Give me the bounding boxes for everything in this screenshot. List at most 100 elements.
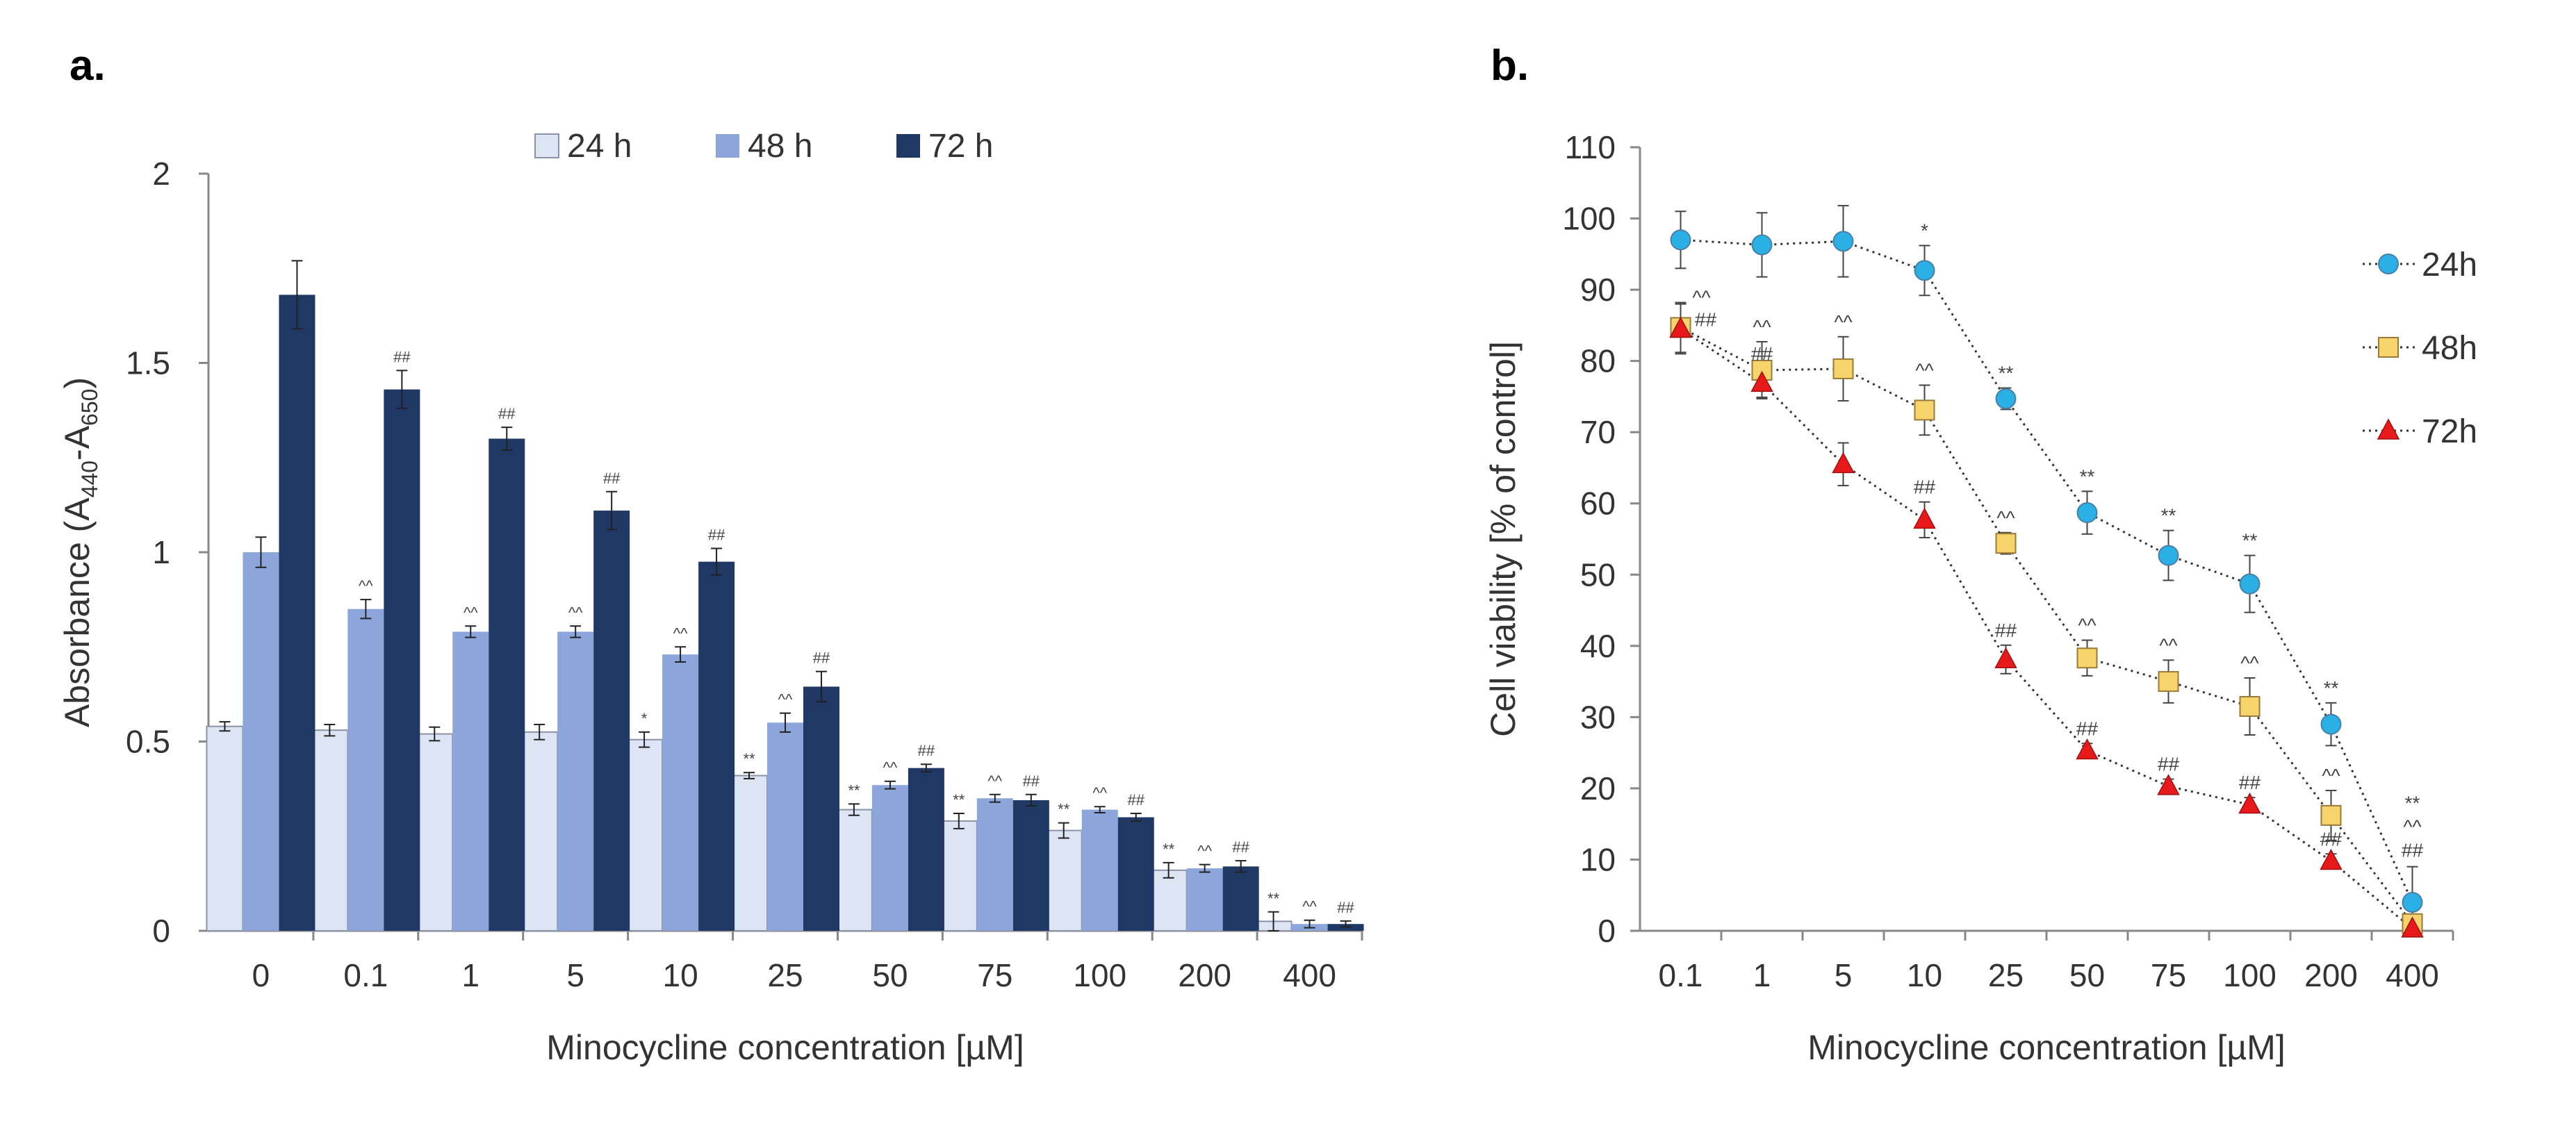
data-point <box>1832 452 1855 474</box>
data-point <box>2320 804 2342 826</box>
bar <box>1012 800 1049 931</box>
data-point <box>2320 848 2343 870</box>
legend-label: 48h <box>2422 330 2477 367</box>
bar <box>803 686 839 931</box>
panel-b-x-ticks: 0.1 1 5 10 25 50 75 100 200 400 <box>1659 931 2454 993</box>
panel-a-x-tick-label: 200 <box>1178 957 1231 993</box>
panel-b-y-tick-label: 50 <box>1580 556 1616 593</box>
significance-marker: ^^ <box>568 604 583 621</box>
significance-marker: ^^ <box>1302 898 1317 916</box>
significance-marker: ## <box>2320 828 2343 850</box>
bar <box>767 722 803 931</box>
data-point <box>1994 647 2017 669</box>
data-point <box>2239 573 2261 595</box>
legend-swatch <box>716 134 739 158</box>
legend-swatch <box>896 134 920 158</box>
data-point <box>2076 502 2098 524</box>
bar <box>662 654 699 931</box>
significance-marker: ** <box>1058 801 1070 818</box>
data-point <box>1832 358 1854 379</box>
bar <box>1081 809 1118 931</box>
panel-a-x-tick-label: 0 <box>252 957 270 993</box>
panel-a-x-tick-label: 50 <box>872 957 908 993</box>
significance-marker: ** <box>1999 363 2014 384</box>
significance-marker: ^^ <box>1692 286 1710 308</box>
legend-marker <box>2377 418 2400 440</box>
data-point <box>1832 231 1854 252</box>
significance-marker: ** <box>1268 890 1280 907</box>
significance-marker: ^^ <box>2159 634 2177 656</box>
significance-marker: ^^ <box>2078 615 2096 636</box>
panel-b-y-tick-label: 110 <box>1565 129 1616 165</box>
data-point <box>1914 399 1935 421</box>
bar <box>593 511 630 931</box>
panel-b-y-tick-label: 30 <box>1580 699 1616 735</box>
panel-a-y-tick-label: 1.5 <box>126 345 170 381</box>
legend-label: 48 h <box>748 128 812 165</box>
panel-a-x-tick-label: 1 <box>461 957 479 993</box>
data-point <box>1914 260 1935 281</box>
data-point <box>2238 792 2261 814</box>
significance-marker: ## <box>2076 718 2099 739</box>
panel-b-x-tick-label: 0.1 <box>1659 957 1703 993</box>
panel-b-y-tick-label: 60 <box>1580 486 1616 522</box>
significance-marker: ^^ <box>673 624 688 642</box>
legend-label: 24h <box>2422 247 2477 283</box>
significance-marker: ^^ <box>987 772 1002 790</box>
data-point <box>1670 229 1691 251</box>
data-point <box>2320 713 2342 735</box>
panel-a-x-tick-label: 400 <box>1283 957 1336 993</box>
panel-a-x-ticks: 0 0.1 1 5 10 25 50 75 100 200 400 <box>252 931 1363 993</box>
panel-a-y-tick-label: 2 <box>152 156 170 192</box>
legend-marker <box>2378 337 2399 358</box>
significance-marker: ** <box>953 791 965 809</box>
data-point <box>2402 891 2423 913</box>
legend-marker <box>2378 254 2399 274</box>
bar <box>835 809 873 932</box>
panel-b-x-tick-label: 10 <box>1907 957 1942 993</box>
significance-marker: ## <box>498 405 516 422</box>
panel-b-x-tick-label: 200 <box>2304 957 2358 993</box>
bar <box>698 561 735 931</box>
bar <box>557 631 594 931</box>
panel-b-y-tick-label: 40 <box>1580 628 1616 664</box>
significance-marker: * <box>641 710 648 727</box>
panel-b-y-ticks: 0 10 20 30 40 50 60 70 80 90 100 110 <box>1562 129 1640 949</box>
bar <box>279 295 315 931</box>
significance-marker: ## <box>603 470 621 487</box>
legend-label: 72 h <box>928 128 993 165</box>
data-point <box>2401 916 2424 938</box>
series-line-48h <box>1680 326 2413 925</box>
significance-marker: * <box>1921 220 1928 242</box>
panel-b-y-tick-label: 0 <box>1598 913 1616 949</box>
bar <box>520 731 559 932</box>
significance-marker: ^^ <box>359 577 373 595</box>
panel-a-bars: *************^^^^ ^^^^^^^^^^^^^^^^#######… <box>206 260 1364 932</box>
significance-marker: ** <box>2242 530 2258 552</box>
series-line-72h <box>1680 328 2413 930</box>
significance-marker: ^^ <box>2322 765 2340 786</box>
significance-marker: ## <box>1023 772 1040 790</box>
bar <box>452 631 489 931</box>
data-point <box>1995 533 2017 554</box>
bar <box>1117 817 1154 931</box>
significance-marker: ## <box>2239 772 2261 793</box>
significance-marker: ^^ <box>1834 311 1852 333</box>
bar <box>908 768 944 931</box>
bar <box>489 438 525 931</box>
significance-marker: ** <box>2324 677 2339 699</box>
significance-marker: ## <box>708 527 725 544</box>
significance-marker: ## <box>1695 308 1717 330</box>
bar <box>1044 829 1083 932</box>
significance-marker: ## <box>2402 840 2424 861</box>
panel-a-x-axis-title: Minocycline concentration [µM] <box>546 1028 1024 1067</box>
significance-marker: ** <box>743 750 755 768</box>
legend-label: 24 h <box>567 128 632 165</box>
panel-a-y-ticks: 0 0.5 1 1.5 2 <box>126 156 208 949</box>
data-point <box>2157 774 2180 795</box>
significance-marker: ** <box>1163 841 1175 858</box>
significance-marker: ## <box>393 348 411 365</box>
panel-a-y-tick-label: 1 <box>152 534 170 570</box>
data-point <box>1995 388 2017 409</box>
